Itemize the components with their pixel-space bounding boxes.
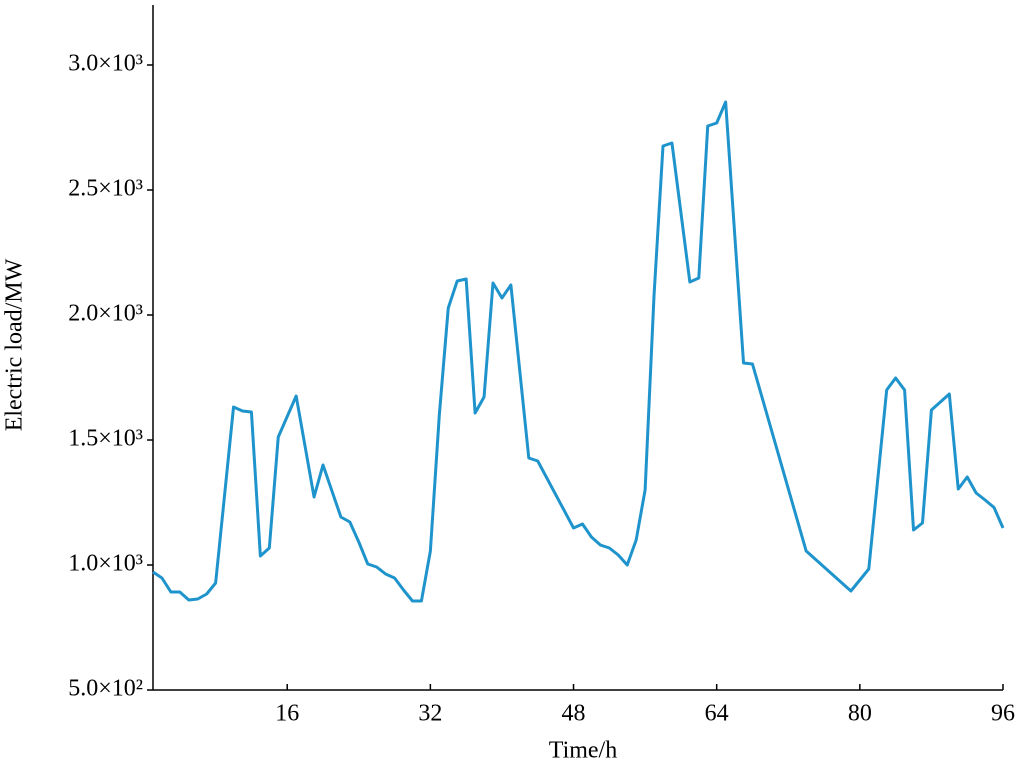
y-tick-label: 3.0×10³ — [68, 51, 143, 77]
y-tick-label: 1.0×10³ — [68, 551, 143, 577]
x-tick-label: 48 — [562, 701, 586, 727]
line-series — [152, 100, 1005, 603]
y-tick-label: 1.5×10³ — [68, 426, 143, 452]
y-axis-label: Electric load/MW — [2, 258, 28, 431]
y-tick-label: 2.5×10³ — [68, 176, 143, 202]
x-tick-label: 32 — [418, 701, 442, 727]
x-axis-label: Time/h — [549, 738, 617, 764]
y-tick-label: 2.0×10³ — [68, 301, 143, 327]
x-tick-label: 96 — [991, 701, 1015, 727]
x-tick-label: 64 — [705, 701, 729, 727]
y-tick-label: 5.0×10² — [68, 676, 143, 702]
x-tick-label: 16 — [275, 701, 299, 727]
x-tick-label: 80 — [848, 701, 872, 727]
